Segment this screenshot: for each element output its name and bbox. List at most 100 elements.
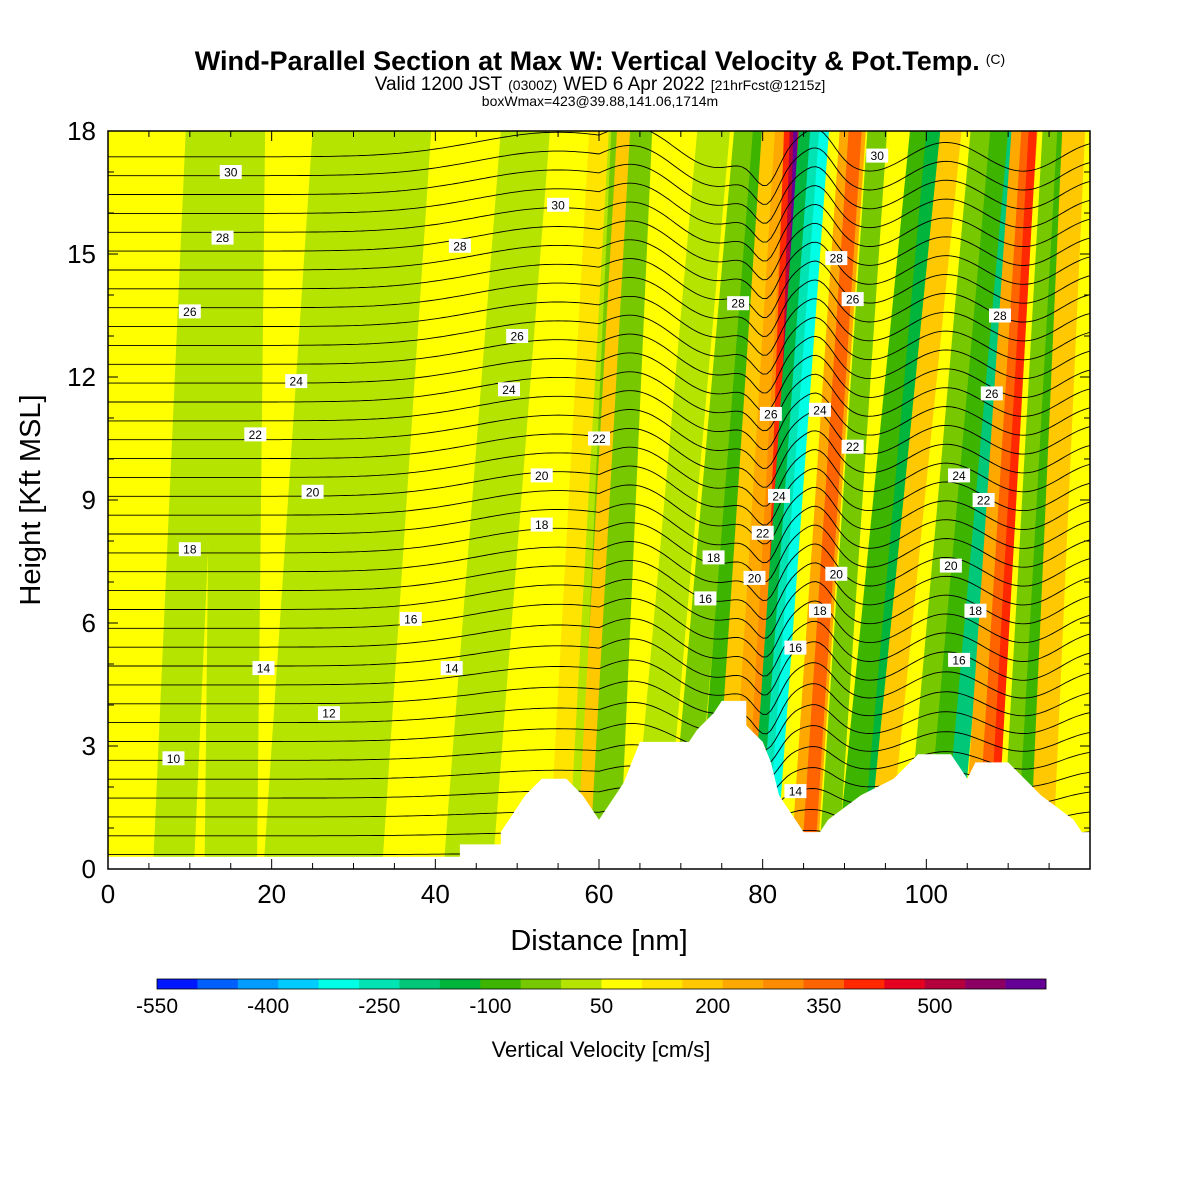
- theta-contour: [108, 314, 1090, 375]
- svg-text:24: 24: [772, 489, 786, 503]
- x-axis-title: Distance [nm]: [510, 925, 687, 957]
- colorbar-tick-label: 500: [917, 995, 952, 1018]
- colorbar-swatch: [157, 979, 198, 989]
- svg-text:22: 22: [592, 432, 606, 446]
- colorbar-swatch: [278, 979, 319, 989]
- theta-contour: [108, 182, 1090, 243]
- svg-text:24: 24: [952, 469, 966, 483]
- theta-contour-label: 28: [825, 251, 848, 266]
- y-tick-label: 3: [82, 731, 96, 761]
- colorbar-swatch: [722, 979, 764, 989]
- theta-contour: [108, 201, 1090, 262]
- y-tick-label: 18: [67, 116, 96, 146]
- colorbar-swatch: [399, 979, 441, 989]
- theta-contour-label: 20: [530, 468, 553, 483]
- svg-text:22: 22: [977, 494, 991, 508]
- theta-contour-label: 22: [751, 525, 774, 540]
- theta-contour: [108, 541, 1090, 601]
- colorbar-swatch: [520, 979, 562, 989]
- svg-text:10: 10: [167, 752, 181, 766]
- colorbar-swatch: [641, 979, 683, 989]
- colorbar-swatch: [561, 979, 602, 989]
- theta-contour-label: 12: [317, 706, 340, 721]
- svg-text:20: 20: [748, 571, 762, 585]
- theta-contour: [108, 446, 1090, 507]
- theta-contour: [108, 503, 1090, 564]
- colorbar-tick-label: -100: [469, 995, 511, 1018]
- theta-contour: [108, 680, 1090, 735]
- svg-text:28: 28: [216, 231, 230, 245]
- velocity-band: [548, 131, 609, 869]
- theta-contour-label: 30: [219, 165, 242, 180]
- theta-contour-label: 22: [841, 439, 864, 454]
- terrain-mask: [108, 700, 1090, 869]
- theta-contour: [108, 352, 1090, 413]
- theta-contour-label: 20: [743, 570, 766, 585]
- theta-contour-label: 16: [399, 611, 422, 626]
- plot-area: [108, 131, 1090, 869]
- velocity-band: [712, 131, 780, 869]
- theta-contour: [108, 465, 1090, 526]
- theta-contour: [108, 333, 1090, 394]
- colorbar-swatch: [884, 979, 926, 989]
- chart-title: Wind-Parallel Section at Max W: Vertical…: [195, 46, 1005, 76]
- theta-contour-label: 26: [178, 304, 201, 319]
- svg-text:18: 18: [183, 543, 197, 557]
- theta-contour: [108, 723, 1090, 766]
- velocity-band: [576, 131, 631, 869]
- theta-contour: [108, 277, 1090, 337]
- y-tick-label: 12: [67, 362, 96, 392]
- y-tick-label: 0: [82, 854, 96, 884]
- svg-text:28: 28: [731, 297, 745, 311]
- theta-contour: [108, 598, 1090, 658]
- svg-text:16: 16: [404, 612, 418, 626]
- theta-contour-label: 28: [988, 308, 1011, 323]
- x-tick-label: 60: [585, 879, 614, 909]
- colorbar-swatch: [318, 979, 360, 989]
- svg-text:14: 14: [257, 662, 271, 676]
- velocity-band: [866, 131, 962, 869]
- svg-text:18: 18: [813, 604, 827, 618]
- theta-contour-label: 18: [808, 603, 831, 618]
- svg-text:16: 16: [789, 641, 803, 655]
- theta-contour: [108, 409, 1090, 469]
- theta-contour-label: 22: [972, 493, 995, 508]
- colorbar-swatch: [237, 979, 279, 989]
- velocity-band: [801, 131, 862, 869]
- svg-text:20: 20: [306, 485, 320, 499]
- theta-contour-label: 24: [808, 402, 831, 417]
- theta-contour-label: 24: [948, 468, 971, 483]
- velocity-band: [668, 131, 759, 869]
- theta-contour-label: 26: [980, 386, 1003, 401]
- svg-text:22: 22: [846, 440, 860, 454]
- colorbar-swatch: [601, 979, 643, 989]
- theta-contour: [108, 239, 1090, 300]
- x-tick-label: 100: [905, 879, 948, 909]
- theta-contour-label: 28: [448, 238, 471, 253]
- theta-contour-label: 30: [866, 148, 889, 163]
- svg-text:26: 26: [183, 305, 197, 319]
- svg-text:26: 26: [510, 330, 524, 344]
- svg-text:18: 18: [969, 604, 983, 618]
- theta-contour: [108, 220, 1090, 281]
- theta-contour-label: 28: [727, 296, 750, 311]
- theta-contour-label: 20: [825, 566, 848, 581]
- theta-contour-label: 22: [588, 431, 610, 446]
- theta-contour-label: 24: [285, 374, 308, 389]
- theta-contour-label: 30: [547, 197, 570, 212]
- svg-text:16: 16: [952, 653, 966, 667]
- colorbar-swatch: [197, 979, 239, 989]
- svg-text:20: 20: [944, 559, 958, 573]
- svg-text:28: 28: [453, 239, 467, 253]
- velocity-band: [924, 131, 1010, 869]
- velocity-band: [765, 131, 829, 869]
- theta-contour-label: 26: [841, 292, 864, 307]
- theta-contour: [108, 522, 1090, 582]
- colorbar-swatch: [843, 979, 885, 989]
- svg-text:30: 30: [871, 149, 885, 163]
- y-axis-title: Height [Kft MSL]: [15, 394, 47, 605]
- colorbar-tick-label: 200: [695, 995, 730, 1018]
- theta-contour: [108, 258, 1090, 318]
- svg-text:14: 14: [789, 785, 803, 799]
